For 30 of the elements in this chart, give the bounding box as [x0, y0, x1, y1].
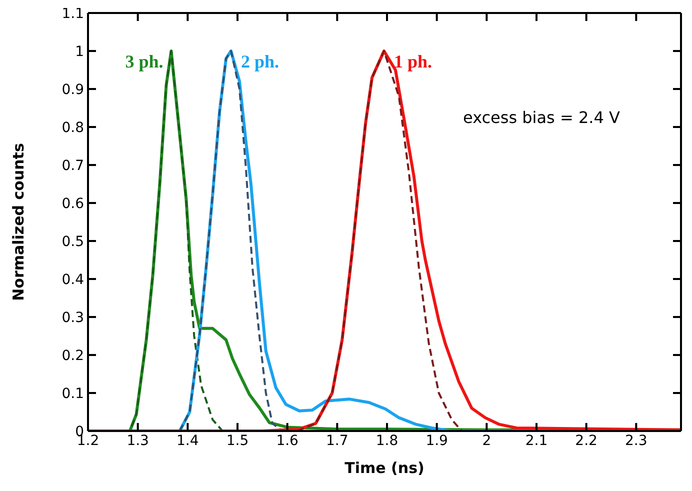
series-label: 2 ph.: [241, 51, 280, 72]
y-tick-label: 0.3: [62, 310, 84, 326]
y-tick-label: 0.6: [62, 196, 84, 212]
line-series: [178, 50, 284, 431]
y-tick-label: 0.4: [62, 272, 84, 288]
y-tick-label: 0.5: [62, 234, 84, 250]
series-label: 3 ph.: [125, 51, 164, 72]
x-axis-title: Time (ns): [344, 459, 424, 477]
y-tick-label: 0.2: [62, 348, 84, 364]
y-tick-label: 1.1: [62, 6, 84, 22]
x-tick-label: 1.3: [126, 432, 149, 449]
y-axis-title: Normalized counts: [9, 143, 28, 301]
x-tick-label: 2: [482, 432, 492, 449]
y-tick-label: 0.9: [62, 82, 84, 98]
x-tick-label: 2.2: [575, 432, 598, 449]
y-tick-label: 0.8: [62, 120, 84, 136]
annotation: excess bias = 2.4 V: [463, 108, 620, 127]
x-tick-label: 1.5: [226, 432, 249, 449]
series-label: 1 ph.: [394, 51, 432, 72]
y-tick-label: 0.7: [62, 158, 84, 174]
x-tick-label: 1.8: [376, 432, 398, 449]
x-tick-label: 1.9: [426, 432, 448, 449]
x-tick-label: 1.7: [326, 432, 348, 449]
x-tick-label: 2.3: [625, 432, 648, 449]
y-tick-label: 0.1: [62, 386, 84, 402]
x-tick-label: 1.4: [176, 432, 199, 449]
line-series: [296, 50, 463, 431]
y-tick-label: 1: [75, 44, 84, 60]
x-tick-label: 2.1: [525, 432, 548, 449]
x-tick-label: 1.6: [276, 432, 299, 449]
